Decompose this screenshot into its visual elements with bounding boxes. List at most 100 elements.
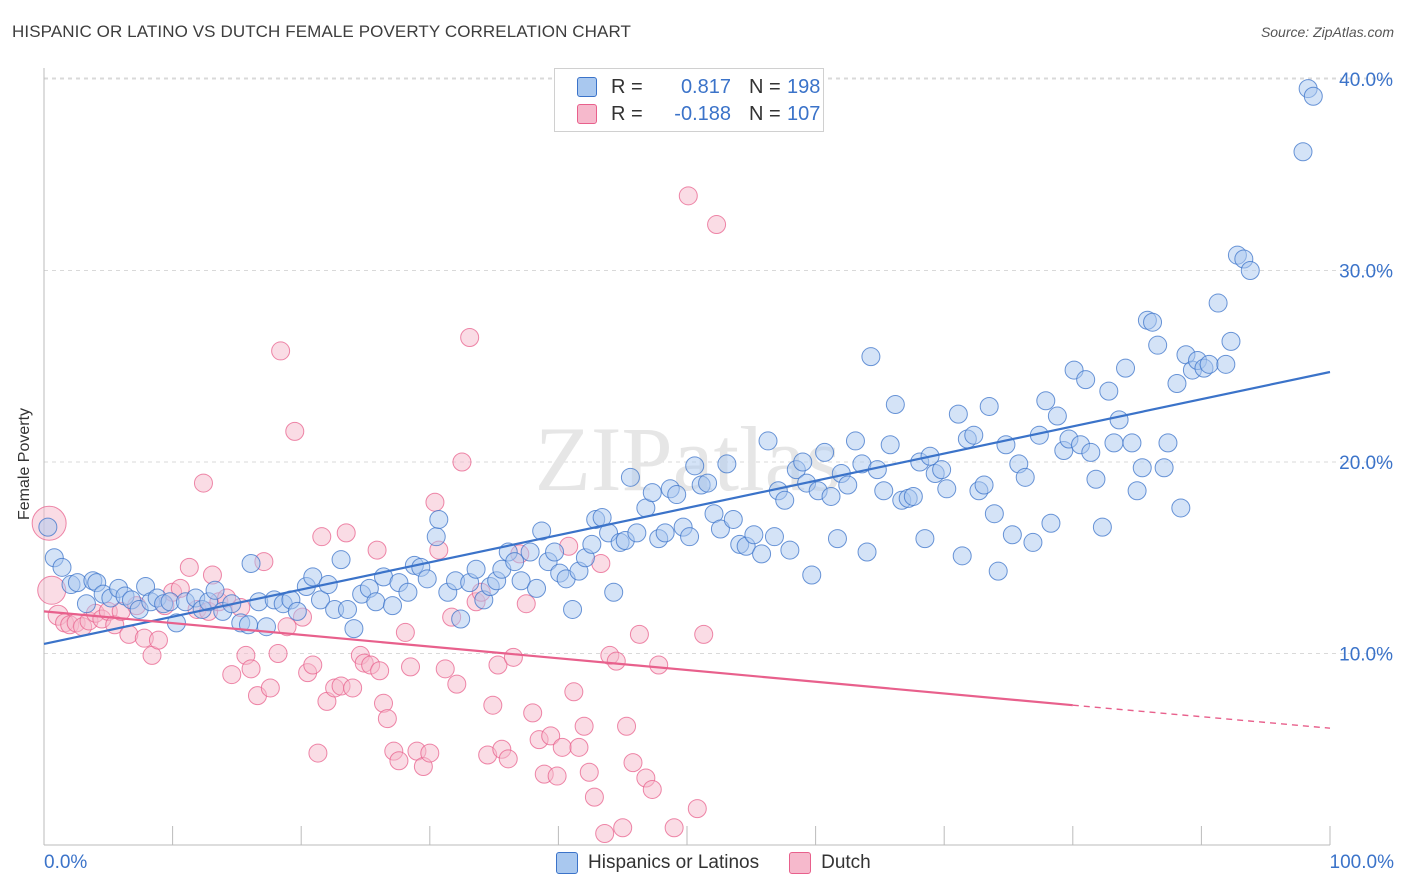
data-point — [505, 552, 525, 572]
data-point — [821, 486, 841, 506]
bottom-legend-swatch-blue — [556, 852, 578, 874]
axes — [43, 68, 1331, 846]
data-point — [425, 492, 445, 512]
data-point — [545, 542, 565, 562]
data-point — [1158, 433, 1178, 453]
data-point — [310, 590, 330, 610]
data-point — [303, 567, 323, 587]
bottom-legend-dutch: Dutch — [789, 852, 871, 874]
data-point — [678, 186, 698, 206]
data-point — [1154, 458, 1174, 478]
data-point — [1293, 142, 1313, 162]
data-point — [758, 431, 778, 451]
data-point — [802, 565, 822, 585]
data-point — [857, 542, 877, 562]
data-point — [915, 529, 935, 549]
data-point — [710, 519, 730, 539]
data-point — [564, 682, 584, 702]
x-tick-label-min: 0.0% — [44, 852, 88, 873]
legend-r-label: R = — [611, 75, 643, 98]
data-point — [717, 454, 737, 474]
bottom-legend-label: Dutch — [821, 852, 871, 873]
data-point — [1081, 442, 1101, 462]
data-point — [845, 431, 865, 451]
data-point — [52, 557, 72, 577]
data-point — [827, 529, 847, 549]
data-point — [1132, 458, 1152, 478]
legend-swatch-blue — [577, 77, 597, 97]
data-point — [401, 657, 421, 677]
data-point — [435, 659, 455, 679]
source-label: Source: ZipAtlas.com — [1260, 24, 1394, 40]
data-point — [707, 215, 727, 235]
data-point — [629, 624, 649, 644]
data-point — [613, 818, 633, 838]
data-point — [268, 644, 288, 663]
data-point — [642, 779, 662, 799]
legend-swatch-pink — [577, 104, 597, 124]
data-point — [1221, 331, 1241, 351]
data-point — [1109, 410, 1129, 430]
data-point — [395, 622, 415, 642]
data-point — [1086, 469, 1106, 489]
data-point — [420, 743, 440, 763]
legend-n-value: 107 — [787, 102, 821, 125]
data-point — [1023, 532, 1043, 552]
data-point — [1036, 391, 1056, 411]
data-point — [574, 716, 594, 736]
data-point — [582, 534, 602, 554]
data-point — [903, 486, 923, 506]
data-point — [271, 341, 291, 361]
data-point — [337, 599, 357, 619]
data-point — [595, 824, 615, 844]
data-point — [563, 599, 583, 619]
data-point — [584, 787, 604, 807]
data-point — [752, 544, 772, 564]
data-point — [148, 630, 168, 650]
data-point — [447, 674, 467, 694]
data-point — [744, 525, 764, 545]
data-point — [532, 521, 552, 541]
data-point — [179, 557, 199, 577]
data-point — [1076, 370, 1096, 390]
data-point — [964, 425, 984, 445]
legend-r-value: -0.188 — [674, 102, 731, 125]
data-point — [498, 749, 518, 769]
data-point — [687, 799, 707, 819]
data-point — [1240, 261, 1260, 280]
data-point — [366, 592, 386, 612]
trend-lines — [43, 370, 1331, 729]
data-point — [343, 678, 363, 698]
y-tick-label: 20.0% — [1339, 453, 1393, 474]
data-point — [664, 818, 684, 838]
data-point — [38, 517, 58, 537]
data-point — [547, 766, 567, 786]
data-point — [1041, 513, 1061, 533]
data-point — [642, 483, 662, 503]
data-point — [723, 509, 743, 529]
data-point — [389, 751, 409, 771]
data-point — [1167, 373, 1187, 393]
legend-n-label: N = — [749, 75, 781, 98]
data-point — [193, 473, 213, 493]
data-point — [541, 726, 561, 746]
legend-r-label: R = — [611, 102, 643, 125]
data-point — [680, 527, 700, 547]
data-point — [874, 481, 894, 501]
data-point — [979, 396, 999, 416]
legend-n-label: N = — [749, 102, 781, 125]
data-point — [617, 716, 637, 736]
trend-line-dutch — [43, 610, 1073, 707]
data-point — [452, 452, 472, 472]
data-point — [383, 596, 403, 616]
data-point — [793, 452, 813, 472]
data-point — [417, 569, 437, 589]
data-point — [861, 347, 881, 367]
data-point — [1148, 335, 1168, 355]
data-point — [988, 561, 1008, 581]
data-point — [552, 737, 572, 757]
data-point — [780, 540, 800, 560]
data-point — [649, 655, 669, 675]
data-point — [1122, 433, 1142, 453]
data-point — [503, 647, 523, 667]
